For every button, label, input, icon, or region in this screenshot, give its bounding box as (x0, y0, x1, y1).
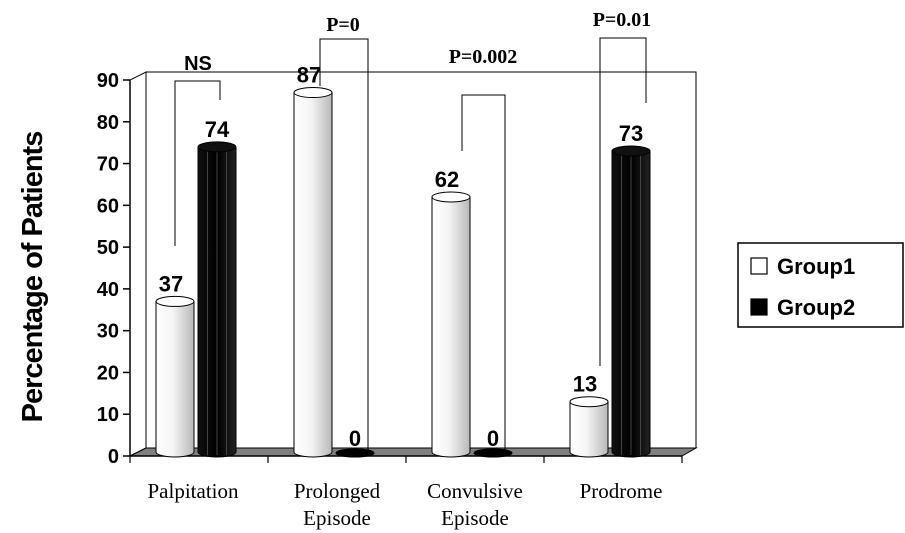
y-tick-label: 90 (97, 70, 119, 92)
bracket-p001 (599, 37, 647, 366)
bar-group1-0 (155, 295, 195, 458)
legend: Group1 Group2 (737, 242, 904, 328)
bar-group1-3 (569, 396, 609, 458)
data-label-group2-3: 73 (619, 121, 643, 146)
category-label: Convulsive (427, 479, 523, 503)
data-label-group1-3: 13 (573, 372, 597, 397)
data-label-group1-0: 37 (159, 271, 183, 296)
category-label: Episode (303, 506, 371, 530)
y-tick-label: 0 (108, 446, 119, 468)
bar-top (569, 396, 609, 408)
plot-side-wall (129, 71, 147, 457)
y-tick-label: 20 (97, 362, 119, 384)
bar-body (569, 401, 609, 458)
plot-back-wall (145, 71, 697, 449)
bar-group2-1 (335, 448, 375, 458)
bracket-p0002 (461, 94, 506, 456)
legend-swatch-group2 (750, 298, 768, 316)
bar-body (155, 300, 195, 458)
bar-body (293, 92, 333, 458)
data-label-group2-2: 0 (487, 426, 499, 451)
x-axis-ticks (129, 456, 683, 463)
bar-flat (473, 448, 513, 458)
category-label: Episode (441, 506, 509, 530)
category-label: Palpitation (148, 479, 239, 503)
annotation-ns: NS (184, 53, 212, 75)
annotation-p0002: P=0.002 (449, 46, 518, 68)
data-label-group2-1: 0 (349, 426, 361, 451)
bracket-p0 (319, 38, 369, 456)
y-tick-label: 50 (97, 237, 119, 259)
y-axis-label: Percentage of Patients (17, 132, 49, 423)
bar-group2-2 (473, 448, 513, 458)
y-tick-label: 10 (97, 404, 119, 426)
bar-top (611, 145, 651, 157)
category-label: Prolonged (294, 479, 381, 503)
data-label-group2-0: 74 (205, 117, 230, 142)
data-label-group1-1: 87 (297, 63, 321, 88)
y-tick-label: 60 (97, 195, 119, 217)
significance-brackets: NS P=0 P=0.002 P=0.01 (174, 9, 652, 456)
annotation-p001: P=0.01 (593, 9, 652, 31)
bar-body (431, 196, 471, 458)
data-label-group1-2: 62 (435, 167, 459, 192)
bar-flat (335, 448, 375, 458)
legend-swatch-group1 (750, 257, 768, 275)
bar-top (197, 141, 237, 153)
y-tick-label: 70 (97, 154, 119, 176)
bar-group2-0 (197, 141, 237, 458)
bar-group2-3 (611, 145, 651, 458)
bracket-ns (174, 80, 221, 246)
bar-group1-2 (431, 191, 471, 458)
y-tick-label: 30 (97, 321, 119, 343)
legend-label-group2: Group2 (777, 295, 855, 320)
y-axis-ticks: 0 10 20 30 40 50 60 70 80 90 (97, 70, 130, 468)
bar-top (431, 191, 471, 203)
bar-top (293, 87, 333, 99)
legend-label-group1: Group1 (777, 254, 855, 279)
annotation-p0: P=0 (326, 14, 360, 36)
category-label: Prodrome (580, 479, 663, 503)
data-labels: 37 87 62 13 74 0 0 73 (159, 63, 643, 451)
y-tick-label: 80 (97, 112, 119, 134)
bar-top (155, 295, 195, 307)
y-tick-label: 40 (97, 279, 119, 301)
bars (155, 87, 651, 458)
bar-group1-1 (293, 87, 333, 458)
category-labels: Palpitation Prolonged Episode Convulsive Epi… (148, 479, 663, 530)
